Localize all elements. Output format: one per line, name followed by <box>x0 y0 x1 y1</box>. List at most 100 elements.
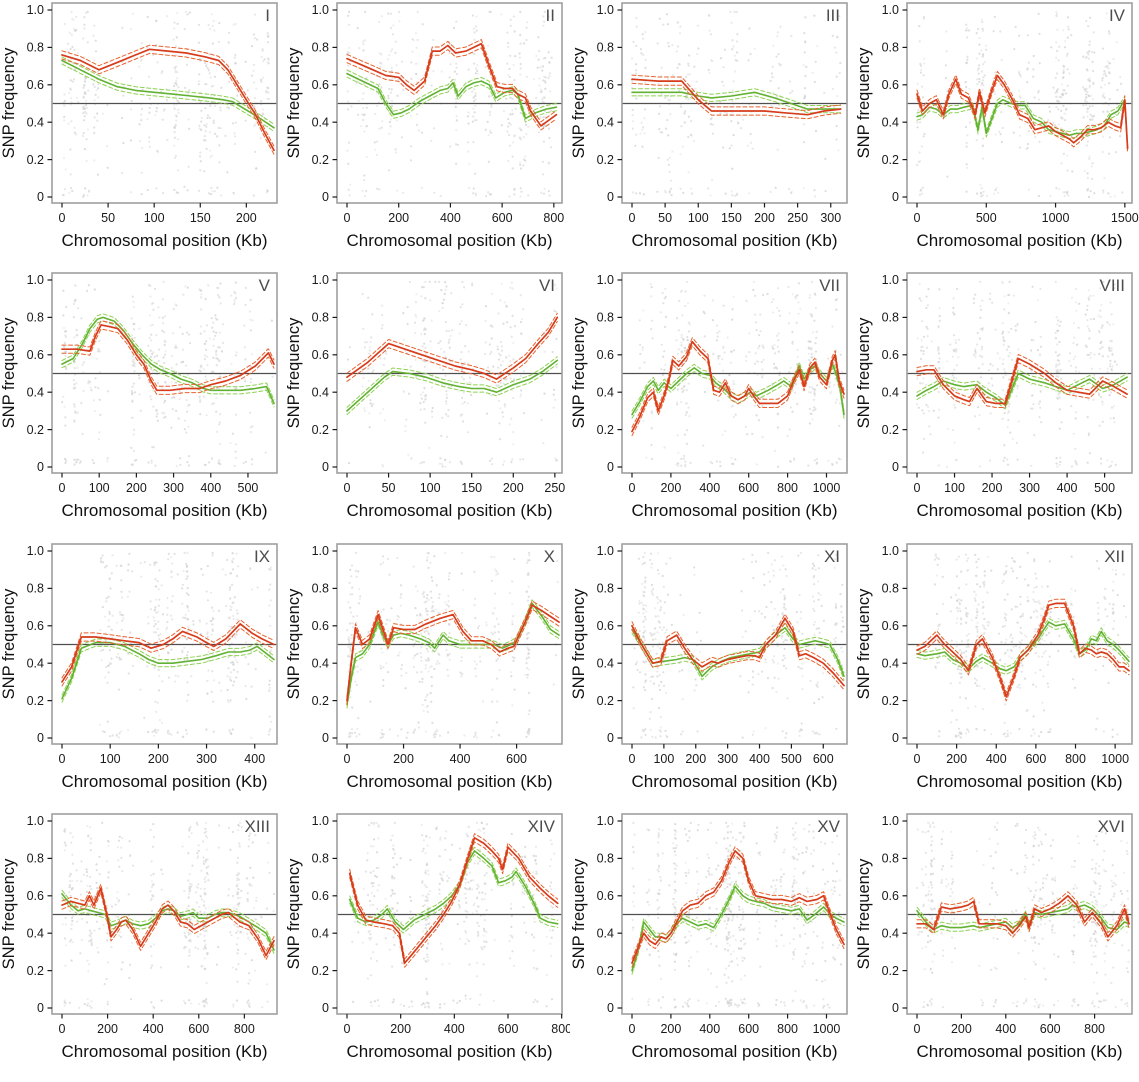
snp-point <box>237 565 240 568</box>
snp-point <box>1055 41 1058 44</box>
snp-point <box>118 732 121 735</box>
snp-point <box>527 595 530 598</box>
snp-point <box>1074 288 1077 291</box>
snp-point <box>976 628 979 631</box>
snp-point <box>475 15 478 18</box>
snp-point <box>1008 402 1011 405</box>
snp-point <box>1003 411 1006 415</box>
snp-point <box>737 122 740 125</box>
snp-point <box>256 38 259 41</box>
y-axis-title: SNP frequency <box>855 47 873 158</box>
snp-point <box>722 304 725 307</box>
snp-point <box>420 656 423 659</box>
snp-point <box>486 366 490 369</box>
snp-scatter-points <box>632 551 845 739</box>
snp-point <box>638 629 641 632</box>
snp-point <box>783 596 786 599</box>
snp-point <box>784 568 787 571</box>
x-tick-label: 1000 <box>1042 211 1070 225</box>
snp-point <box>1072 358 1075 361</box>
snp-point <box>834 377 837 380</box>
snp-point <box>414 301 418 304</box>
y-tick-label: 1.0 <box>27 273 44 287</box>
snp-point <box>665 734 668 737</box>
snp-point <box>722 146 725 149</box>
snp-point <box>74 386 77 389</box>
snp-point <box>677 464 680 467</box>
snp-point <box>83 148 86 151</box>
snp-point <box>783 605 786 608</box>
snp-point <box>811 567 814 570</box>
snp-point <box>346 90 349 93</box>
snp-point <box>784 608 787 611</box>
snp-point <box>82 119 86 122</box>
snp-point <box>1038 400 1042 403</box>
snp-point <box>982 76 985 79</box>
snp-point <box>555 337 558 340</box>
x-tick-label: 1500 <box>1111 211 1139 225</box>
snp-point <box>216 358 219 361</box>
snp-point <box>743 657 746 660</box>
snp-point <box>926 327 929 330</box>
snp-point <box>813 564 816 567</box>
snp-point <box>1119 75 1122 79</box>
snp-point <box>204 354 207 357</box>
x-tick-label: 0 <box>344 481 351 495</box>
snp-point <box>268 615 272 618</box>
snp-point <box>269 624 272 627</box>
snp-point <box>428 666 431 669</box>
snp-point <box>983 74 986 77</box>
snp-point <box>821 672 824 675</box>
snp-point <box>1048 110 1052 113</box>
y-tick-label: 0 <box>322 460 329 474</box>
snp-point <box>174 68 177 71</box>
snp-point <box>229 635 232 638</box>
x-tick-label: 100 <box>944 481 965 495</box>
snp-point <box>236 661 239 664</box>
snp-point <box>650 286 653 289</box>
snp-point <box>183 185 186 188</box>
snp-point <box>185 63 188 67</box>
snp-point <box>811 387 814 390</box>
snp-point <box>974 349 977 353</box>
snp-point <box>992 30 995 33</box>
snp-point <box>556 559 559 562</box>
snp-point <box>1107 355 1110 358</box>
snp-point <box>519 73 522 76</box>
snp-point <box>506 31 509 34</box>
snp-point <box>1003 295 1006 298</box>
snp-point <box>1110 347 1113 350</box>
snp-point <box>75 461 78 464</box>
snp-point <box>251 588 254 591</box>
red-lower-ci-line <box>631 82 842 120</box>
snp-point <box>693 573 696 576</box>
snp-point <box>93 24 96 27</box>
snp-point <box>982 190 985 193</box>
snp-point <box>82 96 85 99</box>
snp-point <box>182 360 185 363</box>
snp-point <box>96 96 100 99</box>
snp-point <box>917 406 920 409</box>
snp-point <box>944 77 947 80</box>
y-tick-label: 0.2 <box>312 153 329 167</box>
snp-point <box>233 56 236 59</box>
snp-point <box>1026 142 1030 146</box>
snp-point <box>447 605 450 608</box>
snp-point <box>104 639 107 642</box>
snp-point <box>444 321 447 324</box>
snp-point <box>160 90 163 93</box>
snp-point <box>1057 123 1060 126</box>
snp-point <box>663 612 666 615</box>
red-mean-line <box>631 617 845 687</box>
snp-point <box>402 312 405 315</box>
snp-point <box>813 406 816 409</box>
snp-point <box>554 398 557 401</box>
snp-point <box>187 609 190 612</box>
snp-point <box>643 117 646 120</box>
snp-point <box>831 34 834 37</box>
green-mean-line <box>61 59 275 129</box>
snp-point <box>400 674 403 677</box>
snp-point <box>431 610 434 613</box>
snp-point <box>1062 76 1065 79</box>
snp-point <box>362 107 365 110</box>
